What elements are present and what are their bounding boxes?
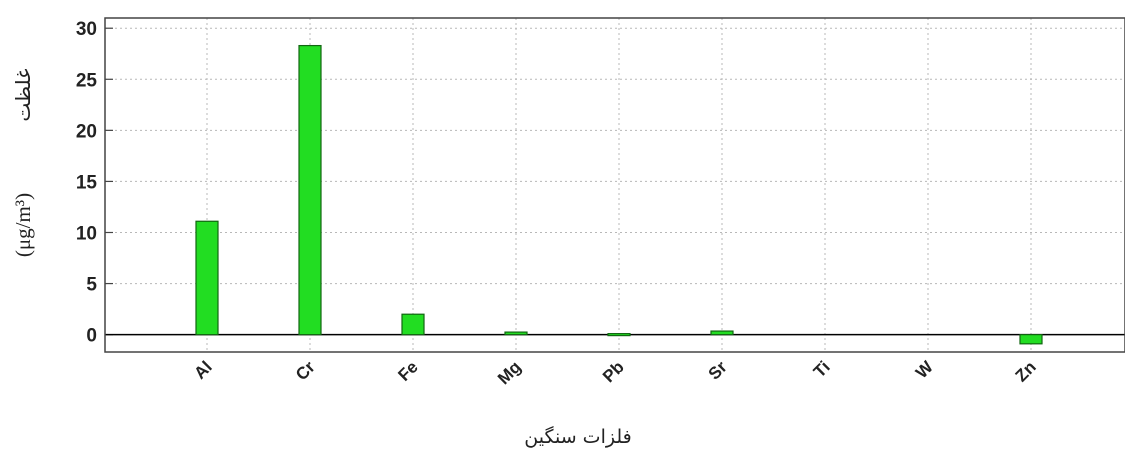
- x-tick-label: Cr: [292, 357, 319, 384]
- y-tick-labels: 0 5 10 15 20 25 30: [76, 19, 98, 346]
- y-tick-label: 10: [76, 223, 97, 244]
- x-tick-label: W: [912, 357, 937, 382]
- y-tick-label: 30: [76, 19, 97, 40]
- y-axis-title: غلظت: [11, 68, 35, 121]
- bars: [195, 44, 1043, 345]
- x-tick-labels: Al Cr Fe Mg Pb Sr Ti W Zn: [190, 357, 1039, 388]
- bar-sr: [710, 330, 734, 336]
- bar-al: [195, 220, 219, 336]
- y-tick-label: 15: [76, 172, 98, 193]
- bar-pb: [607, 333, 631, 337]
- y-tick-label: 5: [86, 275, 97, 296]
- y-axis-unit: (μg/m³): [11, 193, 35, 257]
- y-axis-label: (μg/m³) غلظت: [11, 68, 35, 257]
- x-axis-label: فلزات سنگین: [524, 425, 631, 448]
- x-tick-label: Pb: [599, 357, 628, 386]
- x-tick-label: Sr: [705, 357, 731, 383]
- grid-lines: [105, 18, 1125, 352]
- y-tick-label: 20: [76, 121, 97, 142]
- plot-frame: [104, 17, 1125, 353]
- y-tick-label: 0: [86, 326, 97, 347]
- bar-cr: [298, 44, 322, 336]
- x-tick-label: Zn: [1012, 357, 1040, 385]
- y-tick-label: 25: [76, 70, 98, 91]
- x-tick-label: Fe: [394, 357, 421, 384]
- plot-area: [105, 18, 1125, 352]
- x-tick-label: Ti: [810, 357, 834, 381]
- x-tick-label: Mg: [494, 357, 525, 388]
- bar-zn: [1019, 334, 1043, 345]
- bar-fe: [401, 313, 425, 336]
- bar-mg: [504, 331, 528, 336]
- x-tick-label: Al: [190, 357, 215, 382]
